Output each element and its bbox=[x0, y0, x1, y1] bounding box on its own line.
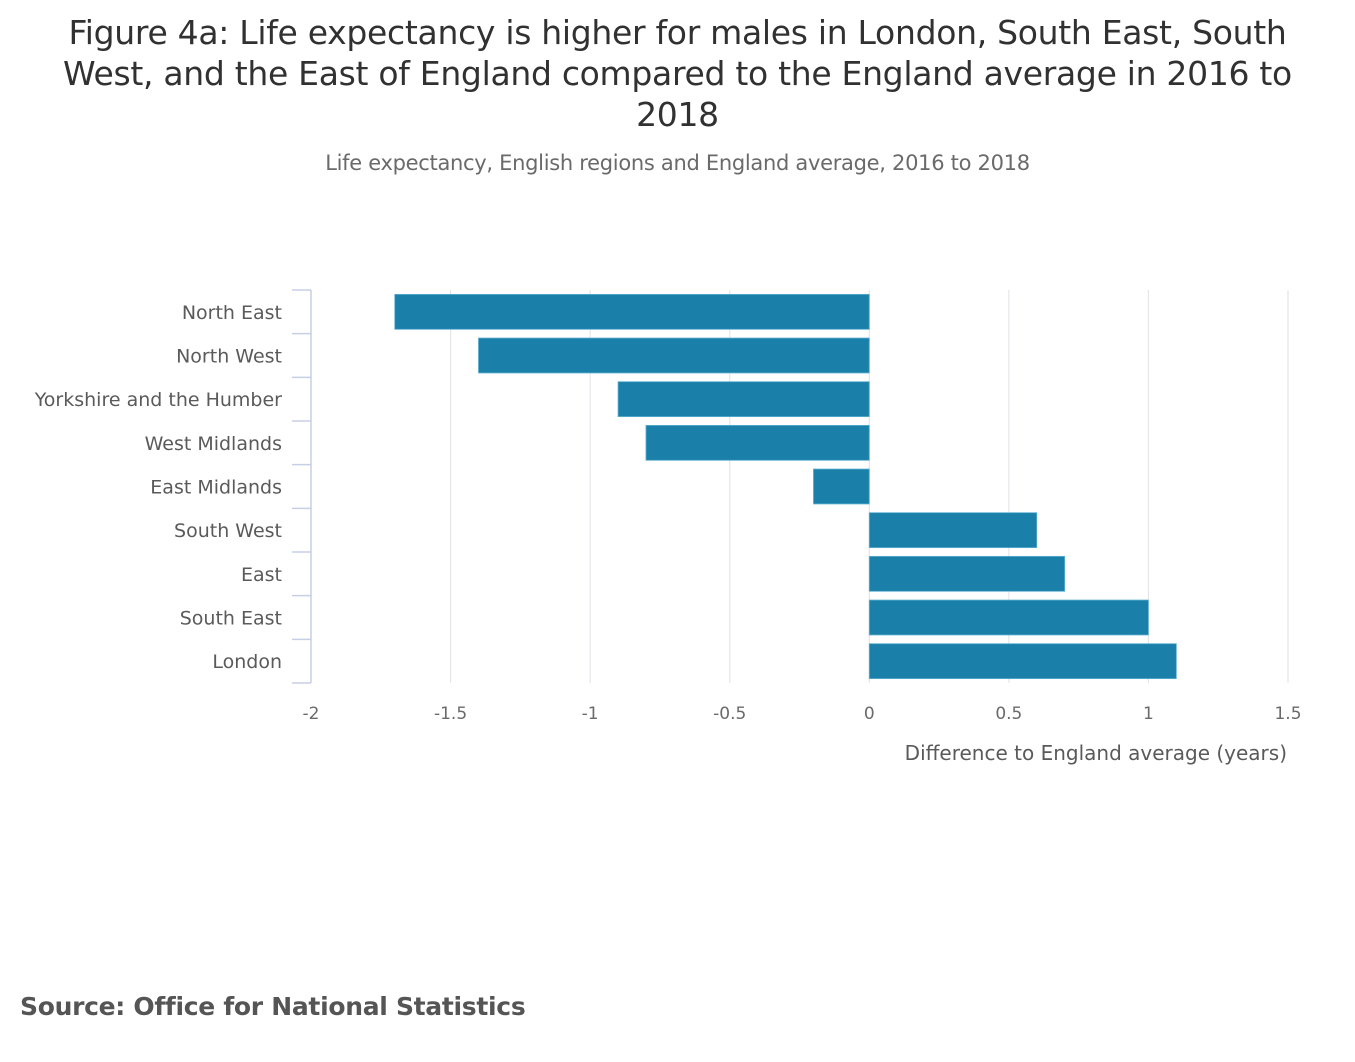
x-tick-label: 1.5 bbox=[1274, 704, 1301, 724]
bar bbox=[868, 555, 1066, 592]
category-label: Yorkshire and the Humber bbox=[34, 389, 282, 411]
x-tick-label: 1 bbox=[1143, 704, 1154, 724]
bar bbox=[868, 512, 1038, 549]
x-tick-label: -1.5 bbox=[434, 704, 467, 724]
category-label: East Midlands bbox=[150, 477, 282, 499]
bar bbox=[868, 643, 1177, 680]
x-tick-label: 0 bbox=[864, 704, 875, 724]
x-tick-label: -2 bbox=[303, 704, 320, 724]
category-label: East bbox=[241, 564, 282, 586]
category-label: West Midlands bbox=[145, 433, 282, 455]
bar bbox=[868, 599, 1149, 636]
bar bbox=[478, 337, 870, 374]
category-label: South West bbox=[174, 520, 282, 542]
category-label: South East bbox=[180, 608, 282, 630]
chart-subtitle: Life expectancy, English regions and Eng… bbox=[325, 151, 1030, 175]
category-label: London bbox=[212, 651, 282, 673]
x-axis-title: Difference to England average (years) bbox=[905, 741, 1287, 765]
bar bbox=[813, 468, 870, 505]
category-label: North East bbox=[182, 302, 282, 324]
x-tick-label: -1 bbox=[582, 704, 599, 724]
bar bbox=[617, 381, 870, 418]
category-label: North West bbox=[176, 346, 282, 368]
bars bbox=[394, 293, 1177, 680]
chart-title: Figure 4a: Life expectancy is higher for… bbox=[63, 13, 1292, 134]
y-axis bbox=[292, 289, 312, 684]
source-note: Source: Office for National Statistics bbox=[20, 992, 526, 1021]
y-axis-labels: North East North West Yorkshire and the Hu… bbox=[34, 302, 282, 673]
x-axis-ticks: -2 -1.5 -1 -0.5 0 0.5 1 1.5 bbox=[303, 704, 1302, 724]
x-tick-label: 0.5 bbox=[995, 704, 1022, 724]
bar bbox=[645, 424, 870, 461]
bar bbox=[394, 293, 870, 330]
x-tick-label: -0.5 bbox=[713, 704, 746, 724]
